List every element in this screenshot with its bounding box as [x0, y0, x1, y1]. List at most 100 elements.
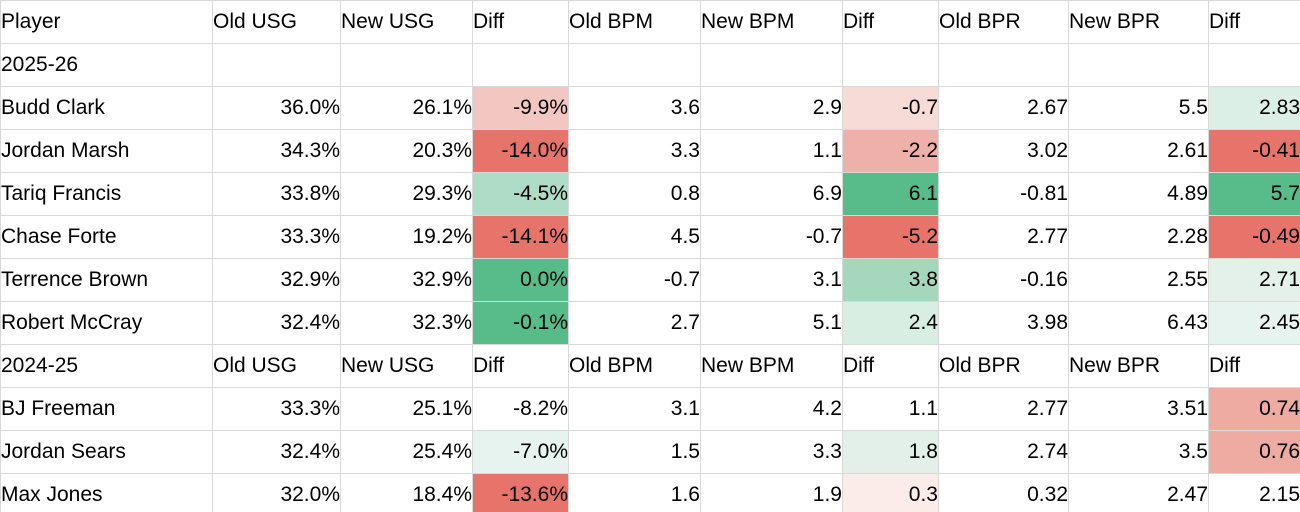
cell-diff-bpr[interactable]: 2.45: [1208, 301, 1300, 345]
cell-old-bpr[interactable]: 3.02: [938, 129, 1069, 173]
cell-old-bpm[interactable]: 2.7: [568, 301, 701, 345]
cell-new-usg[interactable]: 18.4%: [340, 473, 473, 512]
cell-new-bpr[interactable]: 2.47: [1068, 473, 1209, 512]
cell-old-bpm[interactable]: -0.7: [568, 258, 701, 302]
cell-new-bpr[interactable]: 4.89: [1068, 172, 1209, 216]
cell-new-bpr[interactable]: 3.5: [1068, 430, 1209, 474]
cell-diff-usg[interactable]: -8.2%: [472, 387, 569, 431]
cell-new-bpm[interactable]: 5.1: [700, 301, 843, 345]
cell-new-usg[interactable]: 25.1%: [340, 387, 473, 431]
cell-new-bpr[interactable]: 5.5: [1068, 86, 1209, 130]
cell-new-bpr[interactable]: 6.43: [1068, 301, 1209, 345]
cell-diff-bpr[interactable]: 2.15: [1208, 473, 1300, 512]
cell-old-bpm[interactable]: 3.3: [568, 129, 701, 173]
cell-new-usg[interactable]: 32.3%: [340, 301, 473, 345]
cell-new-bpm[interactable]: 1.1: [700, 129, 843, 173]
column-header-diff-bpr[interactable]: Diff: [1208, 0, 1300, 44]
cell-player[interactable]: Chase Forte: [0, 215, 213, 259]
cell-player[interactable]: Max Jones: [0, 473, 213, 512]
cell-old-bpm[interactable]: 3.6: [568, 86, 701, 130]
column-header-new-bpm[interactable]: New BPM: [700, 344, 843, 388]
column-header-new-bpr[interactable]: New BPR: [1068, 344, 1209, 388]
column-header-new-usg[interactable]: New USG: [340, 0, 473, 44]
cell-player[interactable]: BJ Freeman: [0, 387, 213, 431]
cell-diff-usg[interactable]: -9.9%: [472, 86, 569, 130]
cell-old-usg[interactable]: 33.3%: [212, 387, 341, 431]
cell-diff-bpr[interactable]: 5.7: [1208, 172, 1300, 216]
cell-diff-bpm[interactable]: 0.3: [842, 473, 939, 512]
cell-diff-bpm[interactable]: 6.1: [842, 172, 939, 216]
cell-old-bpr[interactable]: 2.74: [938, 430, 1069, 474]
cell-old-usg[interactable]: 36.0%: [212, 86, 341, 130]
column-header-diff-bpm[interactable]: Diff: [842, 344, 939, 388]
cell-diff-bpr[interactable]: -0.49: [1208, 215, 1300, 259]
cell-player[interactable]: Jordan Sears: [0, 430, 213, 474]
cell-diff-bpm[interactable]: -0.7: [842, 86, 939, 130]
cell-diff-usg[interactable]: -4.5%: [472, 172, 569, 216]
cell-diff-bpr[interactable]: 0.76: [1208, 430, 1300, 474]
cell-old-bpr[interactable]: 3.98: [938, 301, 1069, 345]
empty-cell[interactable]: [938, 43, 1069, 87]
cell-new-bpm[interactable]: 1.9: [700, 473, 843, 512]
cell-new-bpm[interactable]: 2.9: [700, 86, 843, 130]
cell-new-usg[interactable]: 19.2%: [340, 215, 473, 259]
cell-diff-bpm[interactable]: -2.2: [842, 129, 939, 173]
cell-old-bpm[interactable]: 1.6: [568, 473, 701, 512]
cell-new-usg[interactable]: 29.3%: [340, 172, 473, 216]
cell-diff-usg[interactable]: -7.0%: [472, 430, 569, 474]
column-header-diff-usg[interactable]: Diff: [472, 344, 569, 388]
cell-player[interactable]: Tariq Francis: [0, 172, 213, 216]
cell-old-usg[interactable]: 33.8%: [212, 172, 341, 216]
section-label[interactable]: 2024-25: [0, 344, 213, 388]
cell-new-bpr[interactable]: 3.51: [1068, 387, 1209, 431]
cell-old-bpm[interactable]: 1.5: [568, 430, 701, 474]
cell-old-bpr[interactable]: 2.77: [938, 215, 1069, 259]
cell-old-usg[interactable]: 33.3%: [212, 215, 341, 259]
empty-cell[interactable]: [212, 43, 341, 87]
column-header-new-bpm[interactable]: New BPM: [700, 0, 843, 44]
empty-cell[interactable]: [842, 43, 939, 87]
column-header-new-bpr[interactable]: New BPR: [1068, 0, 1209, 44]
column-header-old-bpr[interactable]: Old BPR: [938, 344, 1069, 388]
cell-old-usg[interactable]: 32.4%: [212, 301, 341, 345]
cell-old-usg[interactable]: 32.9%: [212, 258, 341, 302]
cell-diff-usg[interactable]: 0.0%: [472, 258, 569, 302]
column-header-new-usg[interactable]: New USG: [340, 344, 473, 388]
column-header-diff-bpm[interactable]: Diff: [842, 0, 939, 44]
cell-diff-bpm[interactable]: 1.1: [842, 387, 939, 431]
empty-cell[interactable]: [472, 43, 569, 87]
cell-new-bpm[interactable]: 3.3: [700, 430, 843, 474]
section-label[interactable]: 2025-26: [0, 43, 213, 87]
cell-new-bpm[interactable]: 6.9: [700, 172, 843, 216]
cell-diff-bpm[interactable]: 1.8: [842, 430, 939, 474]
cell-old-usg[interactable]: 32.0%: [212, 473, 341, 512]
cell-old-bpm[interactable]: 0.8: [568, 172, 701, 216]
column-header-old-bpr[interactable]: Old BPR: [938, 0, 1069, 44]
column-header-player[interactable]: Player: [0, 0, 213, 44]
cell-diff-usg[interactable]: -0.1%: [472, 301, 569, 345]
cell-diff-usg[interactable]: -13.6%: [472, 473, 569, 512]
cell-old-usg[interactable]: 34.3%: [212, 129, 341, 173]
cell-new-bpm[interactable]: 4.2: [700, 387, 843, 431]
cell-old-bpr[interactable]: -0.81: [938, 172, 1069, 216]
cell-diff-bpr[interactable]: 0.74: [1208, 387, 1300, 431]
cell-old-bpm[interactable]: 3.1: [568, 387, 701, 431]
column-header-old-bpm[interactable]: Old BPM: [568, 344, 701, 388]
cell-new-bpm[interactable]: 3.1: [700, 258, 843, 302]
cell-diff-bpm[interactable]: 3.8: [842, 258, 939, 302]
cell-new-bpr[interactable]: 2.61: [1068, 129, 1209, 173]
cell-new-usg[interactable]: 25.4%: [340, 430, 473, 474]
cell-old-bpr[interactable]: 0.32: [938, 473, 1069, 512]
empty-cell[interactable]: [1208, 43, 1300, 87]
cell-diff-bpr[interactable]: -0.41: [1208, 129, 1300, 173]
cell-old-bpr[interactable]: 2.67: [938, 86, 1069, 130]
cell-new-bpm[interactable]: -0.7: [700, 215, 843, 259]
cell-old-usg[interactable]: 32.4%: [212, 430, 341, 474]
cell-new-usg[interactable]: 32.9%: [340, 258, 473, 302]
column-header-diff-bpr[interactable]: Diff: [1208, 344, 1300, 388]
cell-new-usg[interactable]: 26.1%: [340, 86, 473, 130]
empty-cell[interactable]: [340, 43, 473, 87]
cell-old-bpr[interactable]: 2.77: [938, 387, 1069, 431]
cell-new-bpr[interactable]: 2.28: [1068, 215, 1209, 259]
cell-diff-bpr[interactable]: 2.71: [1208, 258, 1300, 302]
